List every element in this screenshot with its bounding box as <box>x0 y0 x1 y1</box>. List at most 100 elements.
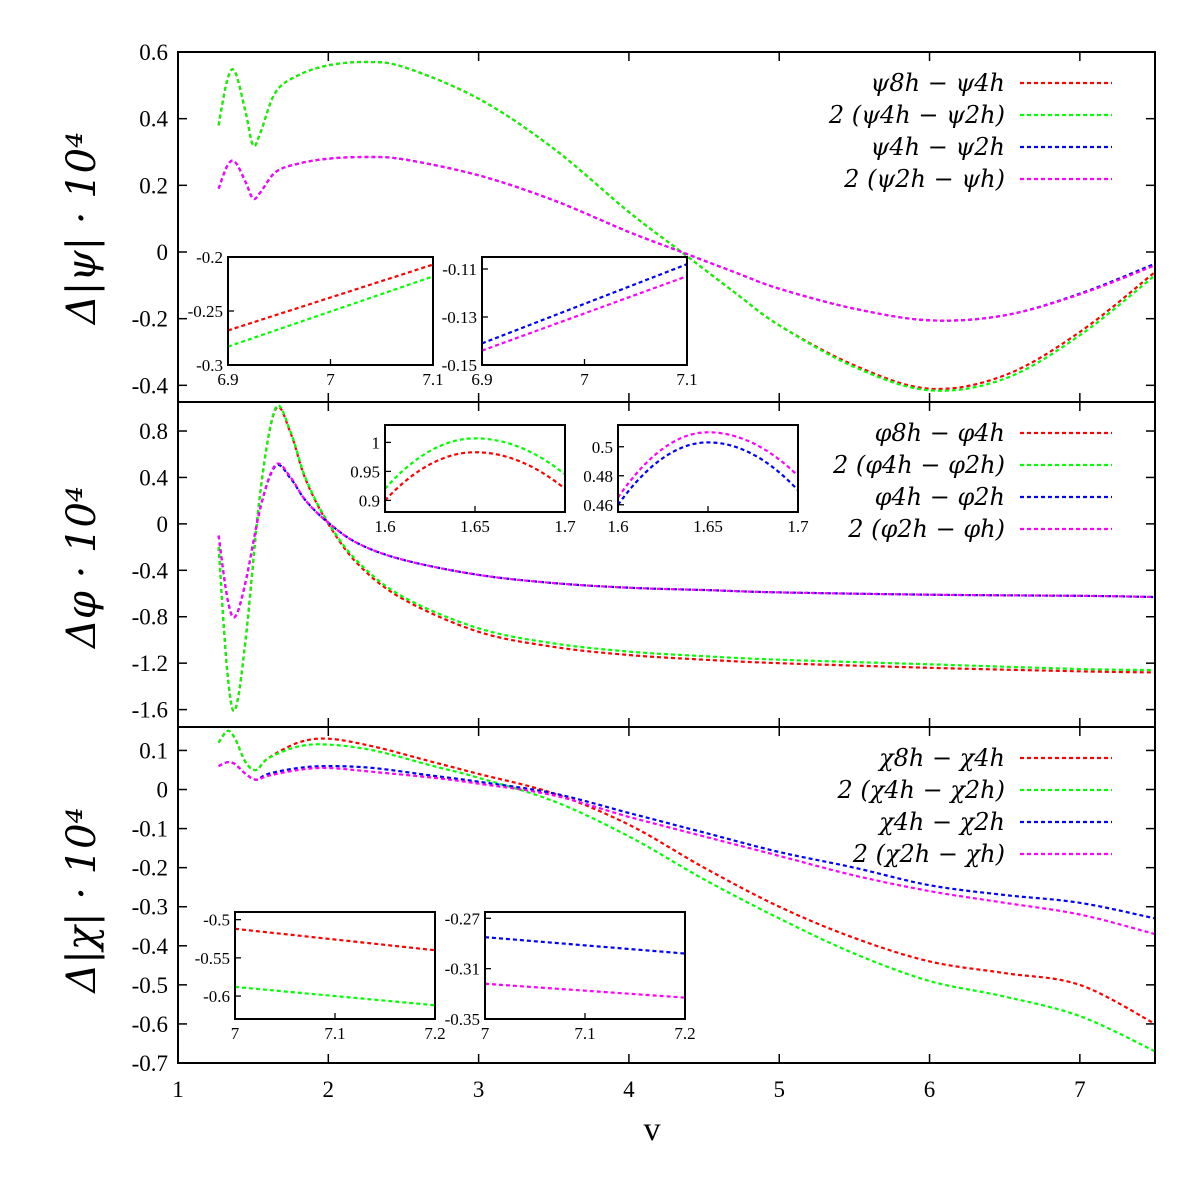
y-tick-label: -0.5 <box>132 973 168 998</box>
inset-curve-green <box>385 437 565 490</box>
inset-y-tick-label: -0.15 <box>442 356 477 375</box>
panel-middle: -1.6 -1.2 -0.8 -0.4 0 0.4 0.8 φ8h − φ4h 2 (φ4h −… <box>59 401 1156 728</box>
inset-line-blue <box>482 263 687 345</box>
y-tick-label: 0.2 <box>139 173 168 198</box>
inset-curve-red <box>385 451 565 502</box>
legend-label: 2 (χ4h − χ2h) <box>836 776 1005 804</box>
inset-bottom-2: 7 7.1 7.2 -0.35 -0.31 -0.27 <box>445 909 696 1043</box>
inset-x-tick-label: 7 <box>231 1024 240 1043</box>
inset-x-tick-label: 1.6 <box>607 517 628 536</box>
inset-top-1: 6.9 7 7.1 -0.3 -0.25 -0.2 <box>188 248 444 389</box>
inset-top-2: 6.9 7 7.1 -0.15 -0.13 -0.11 <box>442 256 698 389</box>
y-tick-label: -0.6 <box>132 1012 168 1037</box>
legend-label: φ8h − φ4h <box>875 419 1005 447</box>
legend-label: χ4h − χ2h <box>877 808 1005 836</box>
series-line-magenta <box>217 462 1155 619</box>
y-tick-label: -0.4 <box>132 558 169 583</box>
inset-curve-magenta <box>618 431 798 499</box>
inset-y-tick-label: 1 <box>372 433 381 452</box>
y-tick-label: -0.4 <box>132 934 169 959</box>
y-axis-label: Δ|ψ| · 10⁴ <box>59 132 105 326</box>
y-tick-label: -0.7 <box>132 1051 168 1076</box>
inset-line-blue <box>485 936 685 955</box>
y-tick-label: -0.2 <box>132 856 168 881</box>
y-tick-label: -0.3 <box>132 895 168 920</box>
inset-y-tick-label: -0.35 <box>445 1010 480 1029</box>
inset-x-tick-label: 7.1 <box>422 370 443 389</box>
inset-curve-blue <box>618 441 798 506</box>
inset-x-tick-label: 7 <box>481 1024 490 1043</box>
legend-label: 2 (χ2h − χh) <box>852 840 1005 868</box>
x-tick-label: 6 <box>924 1077 936 1102</box>
x-tick-label: 1 <box>172 1077 184 1102</box>
inset-y-tick-label: -0.2 <box>196 248 223 267</box>
series-line-magenta <box>217 155 1155 322</box>
legend-label: 2 (φ4h − φ2h) <box>832 451 1005 479</box>
legend-label: χ8h − χ4h <box>877 744 1005 772</box>
inset-line-green <box>235 985 435 1007</box>
panels: -0.4 -0.2 0 0.2 0.4 0.6 ψ8h − ψ4h 2 (ψ4h − ψ2h)… <box>59 40 1156 1102</box>
legend-label: ψ8h − ψ4h <box>871 69 1005 97</box>
inset-y-tick-label: 0.95 <box>350 462 380 481</box>
inset-x-tick-label: 1.7 <box>787 517 809 536</box>
legend-label: 2 (ψ2h − ψh) <box>843 165 1005 193</box>
series-line-magenta <box>218 760 1155 936</box>
inset-line-green <box>228 275 433 348</box>
inset-y-tick-label: -0.55 <box>195 949 230 968</box>
x-tick-label: 7 <box>1074 1077 1086 1102</box>
x-tick-label: 2 <box>323 1077 335 1102</box>
x-tick-label: 5 <box>773 1077 785 1102</box>
y-tick-label: 0 <box>157 240 169 265</box>
inset-line-magenta <box>482 275 687 352</box>
inset-y-tick-label: 0.46 <box>583 496 613 515</box>
inset-line-red <box>228 263 433 332</box>
inset-x-tick-label: 1.65 <box>693 517 723 536</box>
series-line-blue <box>218 760 1155 920</box>
inset-x-tick-label: 1.7 <box>554 517 576 536</box>
panel-top: -0.4 -0.2 0 0.2 0.4 0.6 ψ8h − ψ4h 2 (ψ4h − ψ2h)… <box>59 40 1156 403</box>
inset-middle-1: 1.6 1.65 1.7 0.9 0.95 1 <box>350 424 576 536</box>
inset-y-tick-label: -0.31 <box>445 960 480 979</box>
inset-x-tick-label: 1.65 <box>460 517 490 536</box>
inset-bottom-1: 7 7.1 7.2 -0.6 -0.55 -0.5 <box>195 911 446 1043</box>
inset-y-tick-label: -0.11 <box>442 260 477 279</box>
inset-y-tick-label: -0.13 <box>442 308 477 327</box>
y-tick-label: 0 <box>157 512 169 537</box>
inset-x-tick-label: 7 <box>326 370 335 389</box>
y-tick-label: -0.1 <box>132 817 168 842</box>
panel-bottom: -0.7 -0.6 -0.5 -0.4 -0.3 -0.2 -0.1 0 0.1 1 2 3 4 5 6 7 χ… <box>59 726 1156 1102</box>
inset-x-tick-label: 7.2 <box>674 1024 695 1043</box>
y-tick-label: 0.6 <box>139 40 168 65</box>
legend-label: φ4h − φ2h <box>875 483 1005 511</box>
y-tick-label: 0.1 <box>139 738 168 763</box>
inset-x-tick-label: 7.1 <box>574 1024 595 1043</box>
inset-line-red <box>235 927 435 952</box>
y-tick-label: 0 <box>157 778 169 803</box>
y-tick-label: 0.4 <box>139 465 168 490</box>
inset-x-tick-label: 7.2 <box>424 1024 445 1043</box>
inset-x-tick-label: 7.1 <box>676 370 697 389</box>
inset-x-tick-label: 6.9 <box>471 370 492 389</box>
inset-y-tick-label: -0.5 <box>203 911 230 930</box>
y-axis-label: Δφ · 10⁴ <box>59 486 105 650</box>
inset-middle-2: 1.6 1.65 1.7 0.46 0.48 0.5 <box>583 424 809 536</box>
inset-y-tick-label: -0.3 <box>196 356 223 375</box>
inset-y-tick-label: 0.48 <box>583 467 613 486</box>
inset-y-tick-label: -0.25 <box>188 302 223 321</box>
inset-y-tick-label: 0.5 <box>592 438 613 457</box>
inset-x-tick-label: 1.6 <box>374 517 395 536</box>
y-tick-label: 0.4 <box>139 107 168 132</box>
legend-label: 2 (ψ4h − ψ2h) <box>828 101 1005 129</box>
panel-frame <box>177 726 1156 1064</box>
inset-y-tick-label: -0.27 <box>445 909 481 928</box>
inset-x-tick-label: 6.9 <box>217 370 238 389</box>
x-tick-label: 4 <box>623 1077 635 1102</box>
series-line-green <box>217 60 1155 392</box>
inset-y-tick-label: 0.9 <box>359 491 380 510</box>
y-tick-label: -1.2 <box>132 651 168 676</box>
inset-line-magenta <box>485 982 685 999</box>
y-tick-label: -0.2 <box>132 307 168 332</box>
legend-label: ψ4h − ψ2h <box>871 133 1005 161</box>
y-axis-label: Δ|χ| · 10⁴ <box>59 807 105 994</box>
